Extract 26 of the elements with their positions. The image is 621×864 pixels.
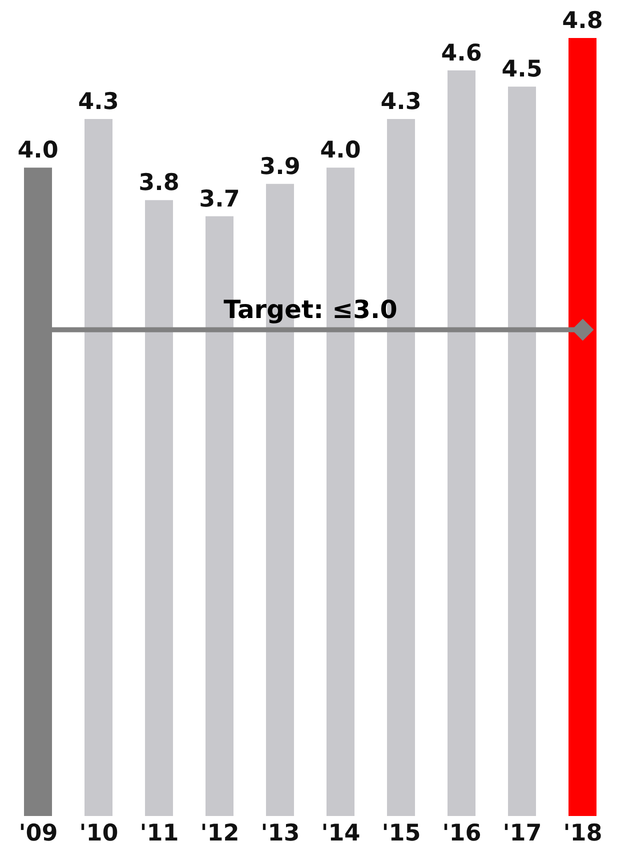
data-label: 4.0 <box>18 138 58 164</box>
x-tick-label: '12 <box>200 820 240 846</box>
data-label: 4.5 <box>502 56 542 83</box>
x-tick-label: '11 <box>140 820 179 846</box>
x-tick-label: '17 <box>502 820 542 846</box>
data-label: 3.9 <box>260 154 300 180</box>
data-label: 4.6 <box>441 40 482 66</box>
x-tick-label: '15 <box>382 820 421 846</box>
data-label: 4.8 <box>562 8 603 34</box>
bar <box>145 200 173 816</box>
bar <box>568 38 596 816</box>
bar <box>448 70 476 816</box>
data-label: 4.3 <box>78 89 119 116</box>
ref-line-label: Target: ≤3.0 <box>224 294 398 324</box>
x-tick-label: '16 <box>442 820 482 846</box>
data-label: 3.7 <box>199 186 240 212</box>
bar <box>508 86 536 816</box>
data-label: 3.8 <box>138 170 180 196</box>
x-tick-label: '13 <box>260 820 300 846</box>
bar <box>84 119 112 816</box>
x-tick-label: '10 <box>79 820 118 846</box>
x-tick-label: '14 <box>321 820 360 846</box>
data-label: 4.0 <box>320 138 361 164</box>
x-tick-label: '09 <box>18 820 58 846</box>
x-tick-label: '18 <box>563 820 602 846</box>
data-label: 4.3 <box>380 89 422 116</box>
